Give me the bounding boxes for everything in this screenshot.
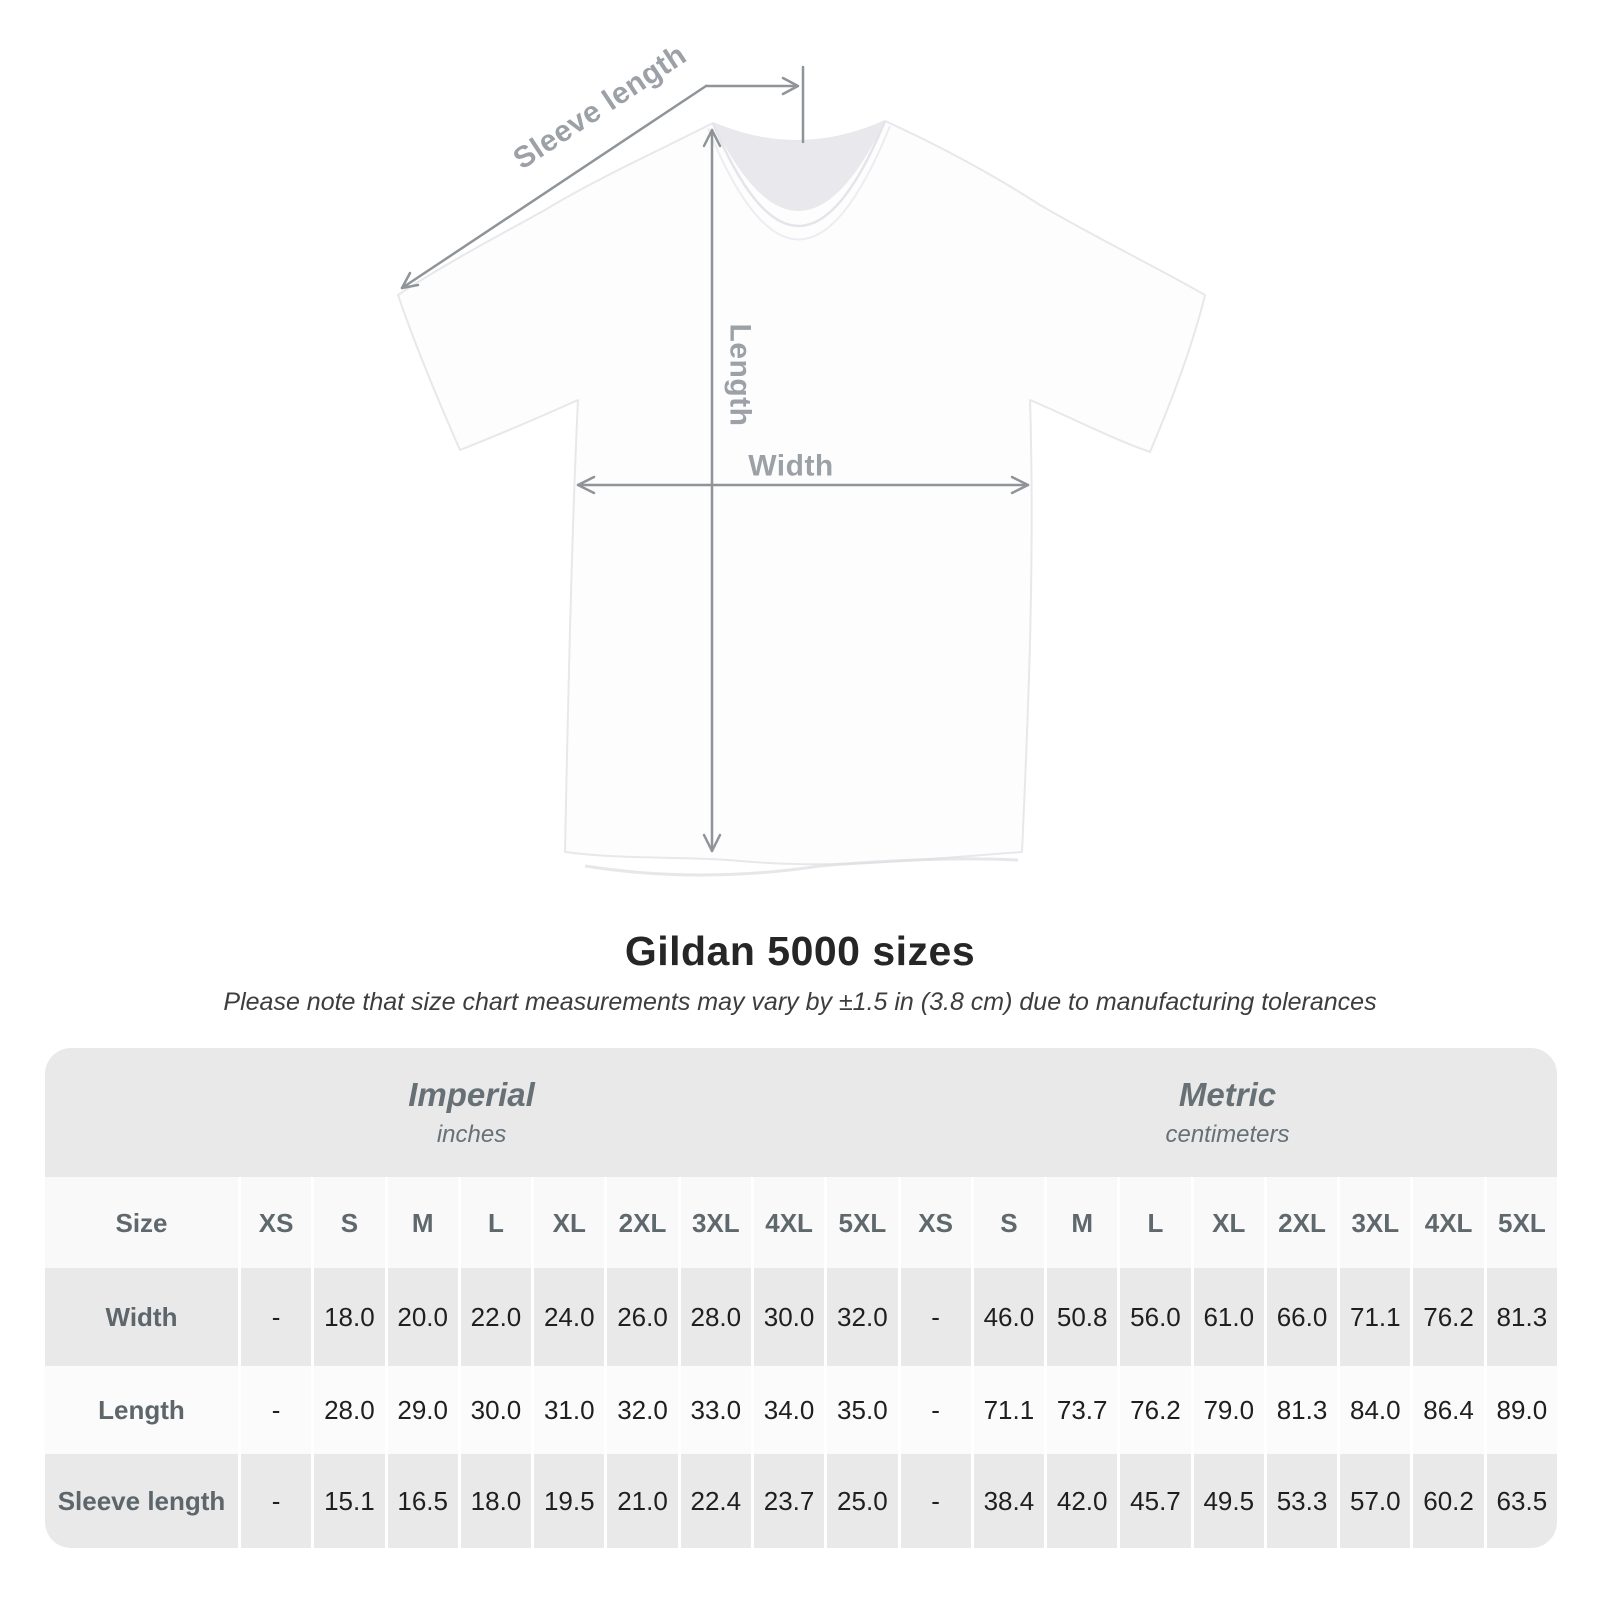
collar-rim <box>711 120 887 228</box>
size-value-cell: 89.0 <box>1486 1366 1557 1454</box>
size-value-cell: 33.0 <box>680 1366 751 1454</box>
unit-group-label: Metric <box>1178 1076 1277 1113</box>
size-value-cell: 22.0 <box>460 1268 532 1366</box>
length-label: Length <box>724 324 757 427</box>
hem-shadow <box>584 857 1019 877</box>
size-value-cell: 18.0 <box>314 1268 385 1366</box>
size-value-cell: 35.0 <box>827 1366 898 1454</box>
size-value-cell: 16.5 <box>387 1454 458 1548</box>
size-value-cell: 24.0 <box>534 1268 605 1366</box>
column-header-l: L <box>460 1177 532 1268</box>
collar-opening <box>713 121 885 212</box>
size-value-cell: 38.4 <box>973 1454 1045 1548</box>
size-value-cell: 15.1 <box>314 1454 385 1548</box>
size-value-cell: 63.5 <box>1486 1454 1557 1548</box>
column-header-3xl: 3XL <box>680 1177 751 1268</box>
size-value-cell: 34.0 <box>753 1366 825 1454</box>
width-arrow <box>576 475 1030 495</box>
size-value-cell: 60.2 <box>1413 1454 1484 1548</box>
size-value-cell: 66.0 <box>1266 1268 1338 1366</box>
size-value-cell: 76.2 <box>1120 1366 1191 1454</box>
size-value-cell: 50.8 <box>1047 1268 1118 1366</box>
row-label: Sleeve length <box>45 1454 238 1548</box>
size-value-cell: - <box>241 1366 312 1454</box>
column-header-m: M <box>387 1177 458 1268</box>
column-header-l: L <box>1120 1177 1191 1268</box>
size-value-cell: 18.0 <box>460 1454 532 1548</box>
width-label: Width <box>748 450 834 483</box>
unit-band: Imperial inches Metric centimeters <box>45 1048 1557 1177</box>
column-header-2xl: 2XL <box>607 1177 678 1268</box>
sleeve-length-arrow <box>400 65 805 290</box>
size-value-cell: 71.1 <box>973 1366 1045 1454</box>
size-value-cell: 49.5 <box>1193 1454 1264 1548</box>
unit-group-subtitle: centimeters <box>1165 1121 1290 1148</box>
size-value-cell: 84.0 <box>1340 1366 1411 1454</box>
column-header-xl: XL <box>534 1177 605 1268</box>
size-value-cell: 71.1 <box>1340 1268 1411 1366</box>
size-value-cell: - <box>241 1454 312 1548</box>
size-value-cell: 32.0 <box>607 1366 678 1454</box>
column-header-4xl: 4XL <box>1413 1177 1484 1268</box>
size-value-cell: 86.4 <box>1413 1366 1484 1454</box>
column-header-3xl: 3XL <box>1340 1177 1411 1268</box>
row-label: Length <box>45 1366 238 1454</box>
size-value-cell: 31.0 <box>534 1366 605 1454</box>
size-value-cell: 23.7 <box>753 1454 825 1548</box>
column-header-m: M <box>1047 1177 1118 1268</box>
size-value-cell: 19.5 <box>534 1454 605 1548</box>
tolerance-note: Please note that size chart measurements… <box>223 988 1377 1016</box>
unit-group-label: Imperial <box>408 1076 535 1113</box>
column-header-xs: XS <box>900 1177 971 1268</box>
size-value-cell: 57.0 <box>1340 1454 1411 1548</box>
size-value-cell: 22.4 <box>680 1454 751 1548</box>
size-value-cell: 32.0 <box>827 1268 898 1366</box>
column-header-5xl: 5XL <box>1486 1177 1557 1268</box>
size-value-cell: - <box>900 1454 971 1548</box>
sizes-table: Imperial inches Metric centimeters Size XS S M L… <box>45 1048 1557 1548</box>
column-header-5xl: 5XL <box>827 1177 898 1268</box>
size-value-cell: 76.2 <box>1413 1268 1484 1366</box>
size-value-cell: - <box>900 1268 971 1366</box>
size-value-cell: 26.0 <box>607 1268 678 1366</box>
size-column-header: Size <box>45 1177 238 1268</box>
page-title: Gildan 5000 sizes <box>624 928 976 974</box>
column-header-s: S <box>973 1177 1045 1268</box>
column-header-xs: XS <box>241 1177 312 1268</box>
column-header-xl: XL <box>1193 1177 1264 1268</box>
size-value-cell: 20.0 <box>387 1268 458 1366</box>
unit-group-imperial: Imperial inches <box>45 1048 898 1177</box>
tshirt-measurement-diagram: Sleeve length Length Width <box>397 38 1206 877</box>
length-arrow <box>702 128 722 853</box>
size-value-cell: 81.3 <box>1266 1366 1338 1454</box>
unit-group-subtitle: inches <box>436 1121 507 1148</box>
unit-group-metric: Metric centimeters <box>898 1048 1557 1177</box>
size-value-cell: 46.0 <box>973 1268 1045 1366</box>
tshirt-graphic <box>397 120 1206 866</box>
size-value-cell: 61.0 <box>1193 1268 1264 1366</box>
size-value-cell: - <box>900 1366 971 1454</box>
size-value-cell: 29.0 <box>387 1366 458 1454</box>
size-value-cell: 25.0 <box>827 1454 898 1548</box>
collar-stitch <box>707 125 891 241</box>
size-value-cell: 81.3 <box>1486 1268 1557 1366</box>
size-value-cell: 56.0 <box>1120 1268 1191 1366</box>
size-value-cell: 30.0 <box>460 1366 532 1454</box>
row-label: Width <box>45 1268 238 1366</box>
size-value-cell: 53.3 <box>1266 1454 1338 1548</box>
size-value-cell: 45.7 <box>1120 1454 1191 1548</box>
size-value-cell: - <box>241 1268 312 1366</box>
column-header-4xl: 4XL <box>753 1177 825 1268</box>
size-value-cell: 79.0 <box>1193 1366 1264 1454</box>
column-header-s: S <box>314 1177 385 1268</box>
size-value-cell: 21.0 <box>607 1454 678 1548</box>
size-value-cell: 73.7 <box>1047 1366 1118 1454</box>
size-value-cell: 42.0 <box>1047 1454 1118 1548</box>
column-header-2xl: 2XL <box>1266 1177 1338 1268</box>
size-value-cell: 28.0 <box>314 1366 385 1454</box>
size-value-cell: 28.0 <box>680 1268 751 1366</box>
size-value-cell: 30.0 <box>753 1268 825 1366</box>
